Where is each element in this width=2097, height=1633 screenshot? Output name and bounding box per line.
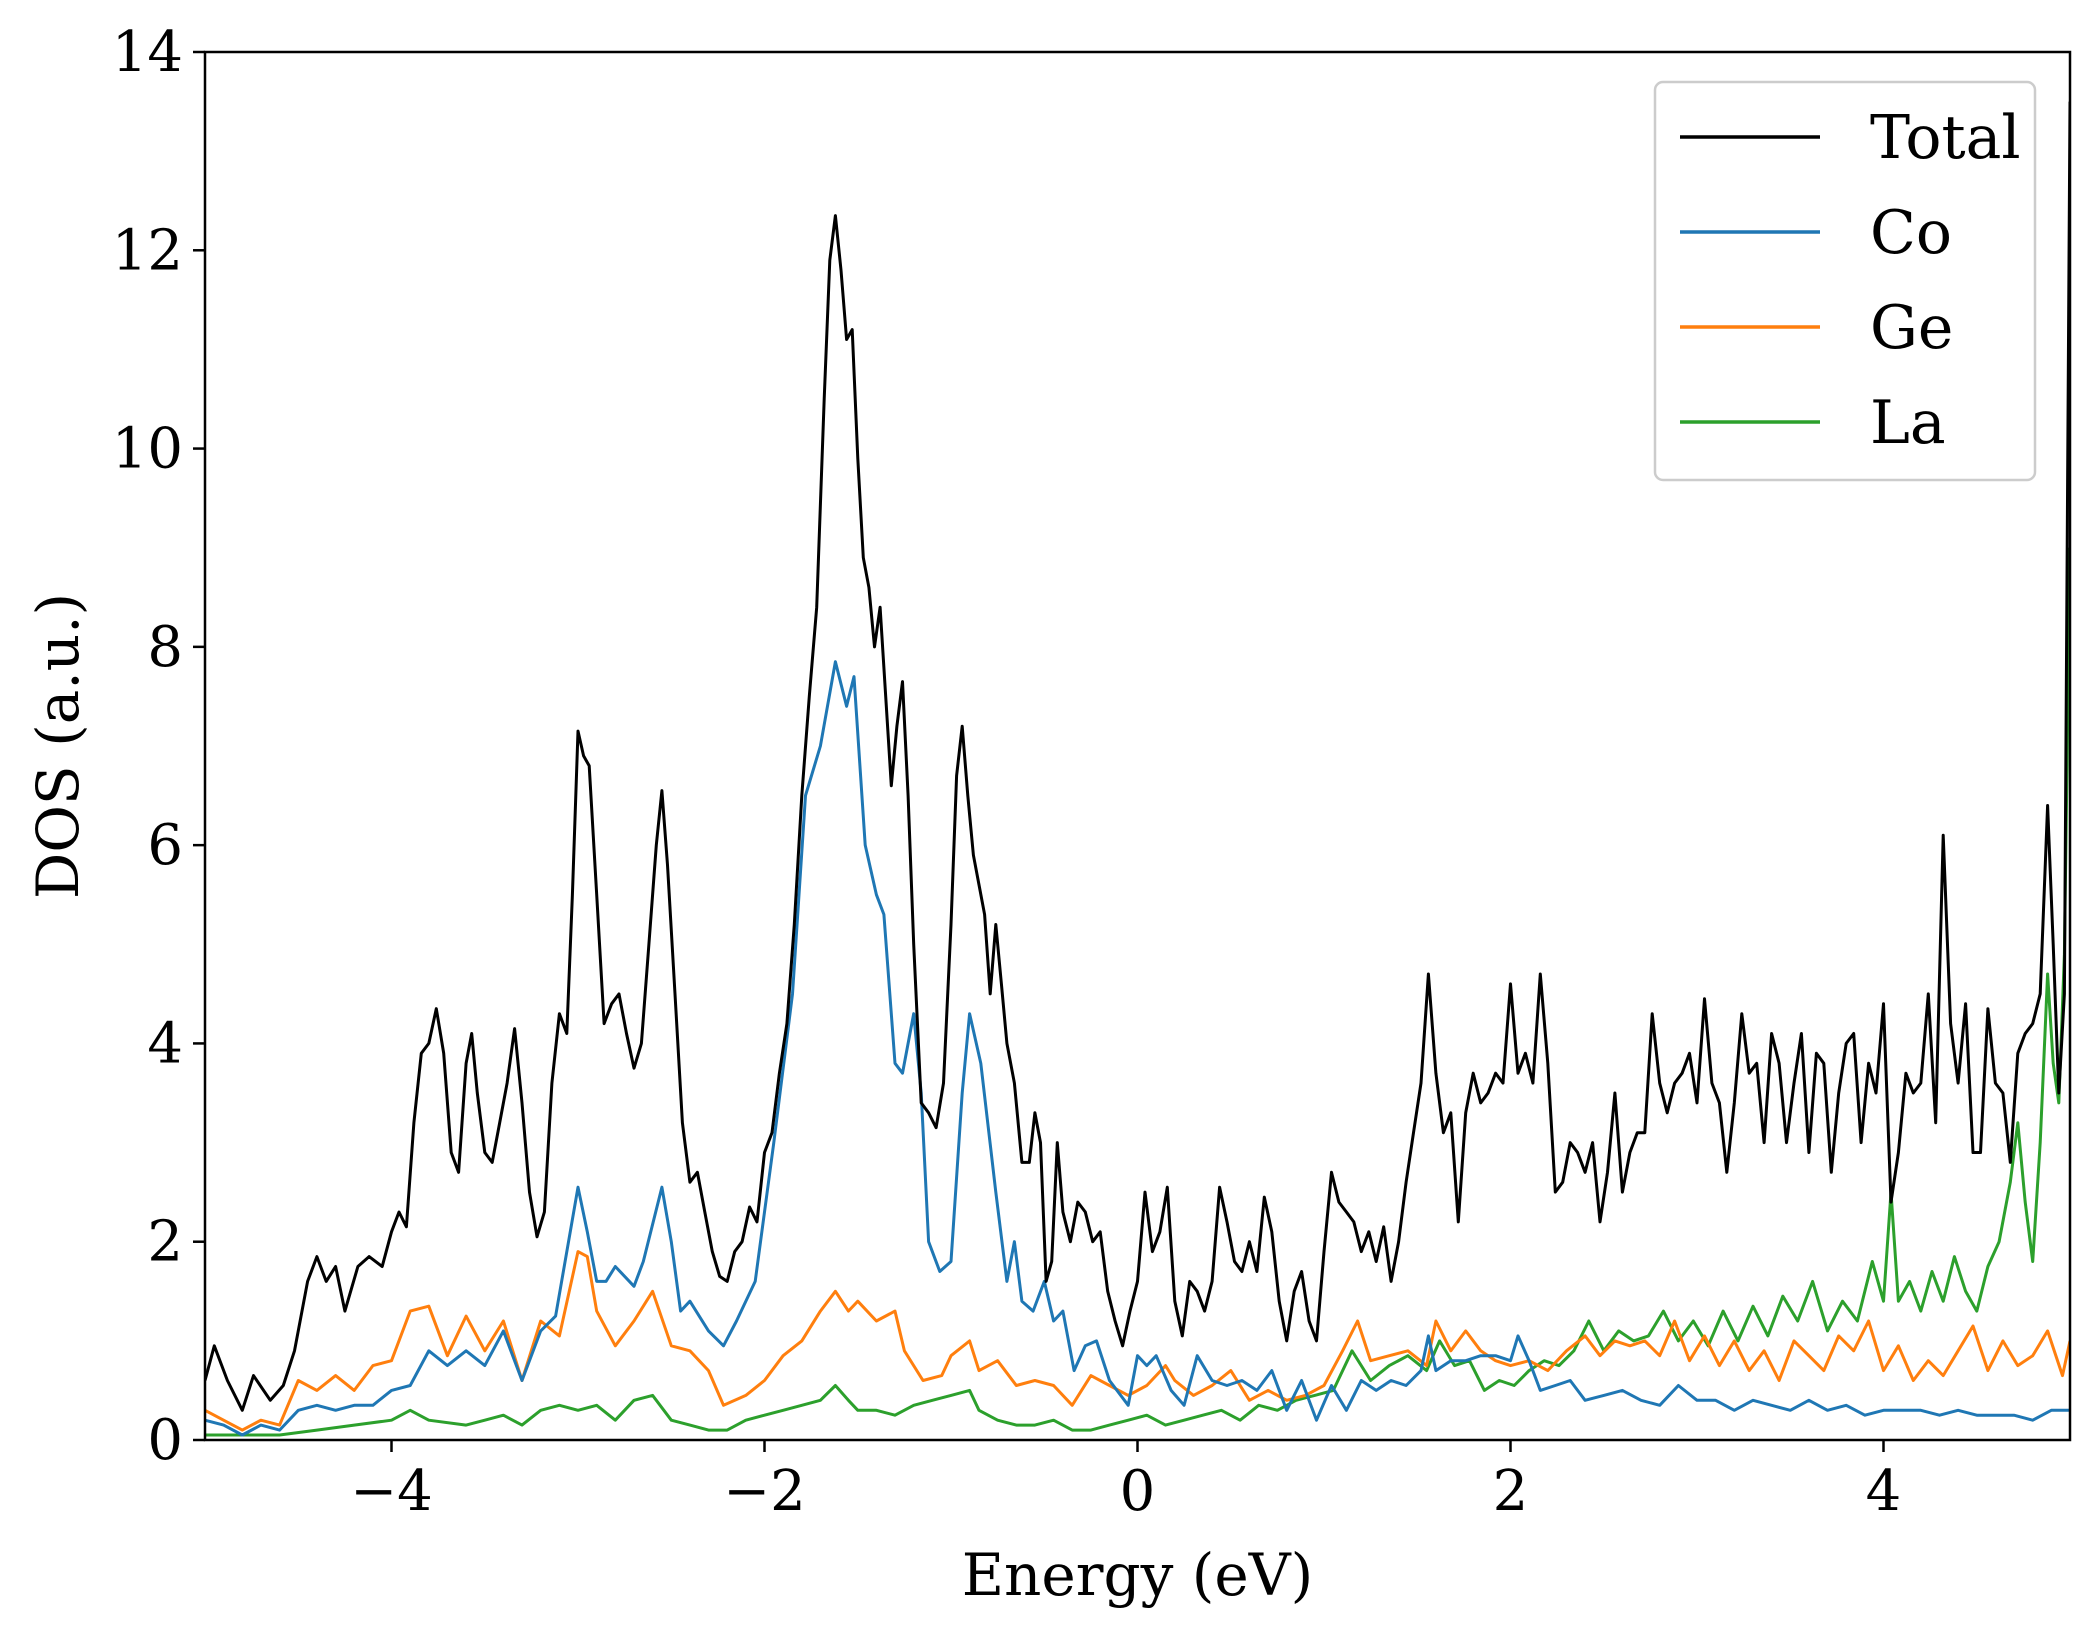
series-line-ge bbox=[205, 1250, 2070, 1432]
legend: Total Co Ge La bbox=[1653, 80, 2037, 482]
y-tick-label: 0 bbox=[147, 1408, 183, 1473]
x-tick-label: 0 bbox=[1120, 1459, 1156, 1524]
y-axis-label: DOS (a.u.) bbox=[24, 593, 92, 899]
x-axis-ticks: −4 −2 0 2 4 bbox=[350, 1440, 1901, 1524]
y-tick-label: 12 bbox=[112, 218, 183, 283]
legend-label-la: La bbox=[1870, 388, 1946, 458]
series-line-total bbox=[205, 101, 2070, 1412]
series-line-co bbox=[205, 660, 2070, 1437]
x-axis-label: Energy (eV) bbox=[962, 1541, 1314, 1609]
y-axis-ticks: 0 2 4 6 8 10 12 14 bbox=[112, 20, 205, 1473]
legend-label-ge: Ge bbox=[1870, 293, 1953, 363]
legend-label-co: Co bbox=[1870, 198, 1952, 268]
y-tick-label: 14 bbox=[112, 20, 183, 85]
y-tick-label: 2 bbox=[147, 1210, 183, 1275]
legend-label-total: Total bbox=[1870, 103, 2021, 173]
y-tick-label: 4 bbox=[147, 1011, 183, 1076]
plot-lines bbox=[205, 101, 2070, 1437]
legend-box bbox=[1653, 80, 2037, 482]
y-tick-label: 6 bbox=[147, 813, 183, 878]
x-tick-label: −2 bbox=[723, 1459, 806, 1524]
y-tick-label: 8 bbox=[147, 615, 183, 680]
x-tick-label: 2 bbox=[1493, 1459, 1529, 1524]
series-line-la bbox=[205, 547, 2070, 1437]
x-tick-label: 4 bbox=[1866, 1459, 1902, 1524]
y-tick-label: 10 bbox=[112, 417, 183, 482]
x-tick-label: −4 bbox=[350, 1459, 433, 1524]
